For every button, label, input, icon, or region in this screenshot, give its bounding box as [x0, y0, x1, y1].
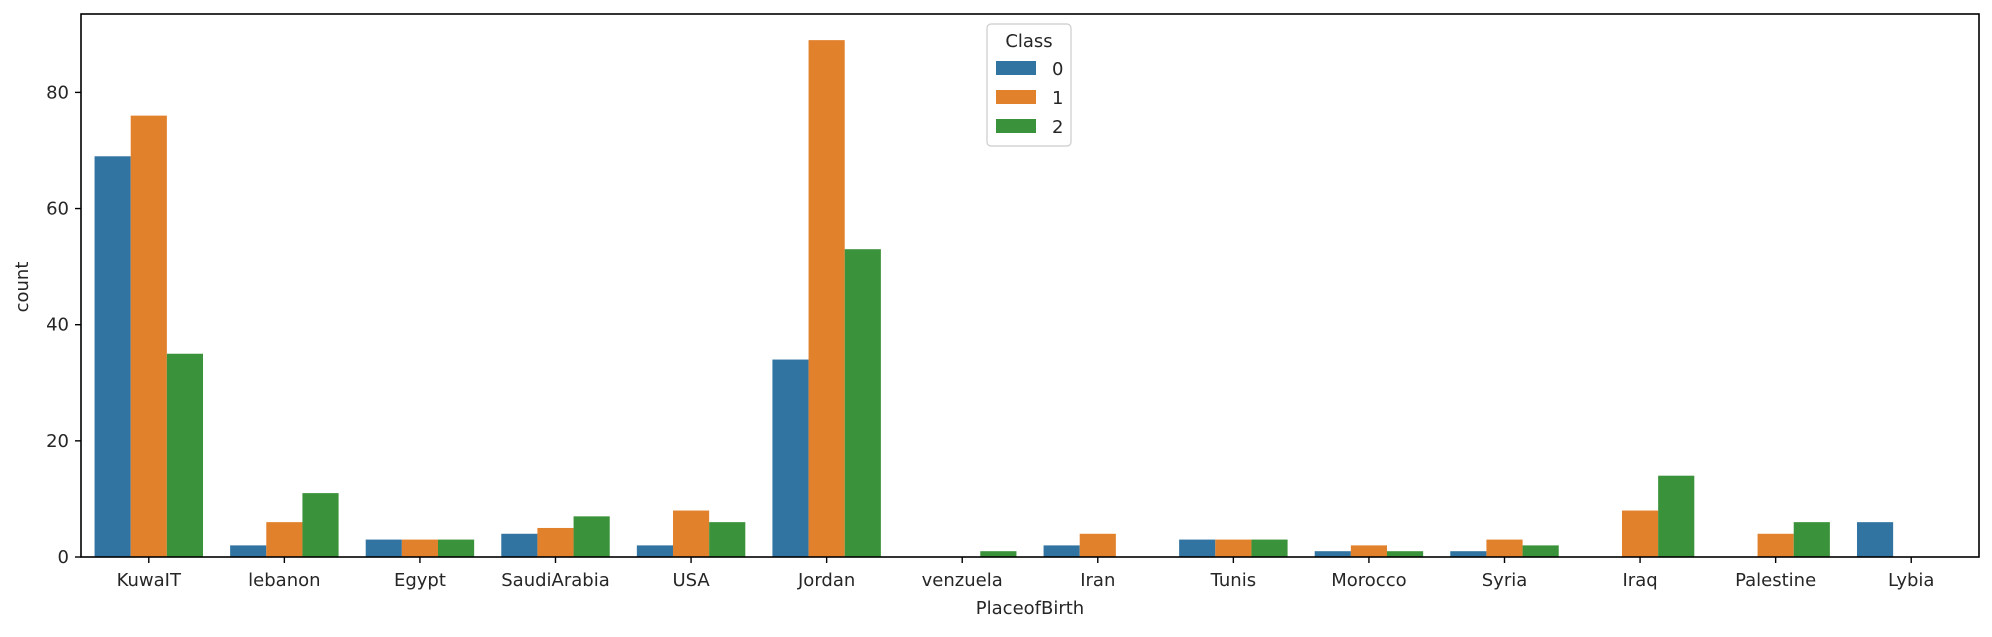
- y-axis-ticks: 0 20 40 60 80: [46, 82, 81, 568]
- bar-jordan-class-1: [808, 40, 845, 558]
- bar-saudiarabia-class-1: [537, 527, 574, 557]
- legend-label-class-2: 2: [1052, 117, 1063, 138]
- bar-usa-class-0: [636, 545, 673, 557]
- x-tick-label: Tunis: [1210, 570, 1256, 591]
- legend-label-class-1: 1: [1052, 88, 1063, 109]
- x-tick-label: Egypt: [394, 570, 446, 591]
- bar-morocco-class-1: [1350, 545, 1388, 557]
- x-tick-label: Iraq: [1622, 570, 1657, 591]
- bar-iraq-class-1: [1621, 510, 1659, 557]
- x-tick-label: KuwaIT: [117, 570, 182, 591]
- bar-tunis-class-0: [1179, 539, 1216, 557]
- bar-lebanon-class-2: [302, 493, 339, 557]
- legend-swatch-class-0: [996, 61, 1036, 75]
- legend-items: 0 1 2: [996, 59, 1063, 138]
- bar-lybia-class-0: [1856, 522, 1894, 557]
- x-tick-label: lebanon: [248, 570, 320, 591]
- x-tick-label: Morocco: [1331, 570, 1406, 591]
- bar-iran-class-0: [1043, 545, 1080, 557]
- bar-palestine-class-1: [1757, 533, 1794, 557]
- bar-kuwait-class-0: [94, 156, 131, 557]
- bar-iraq-class-2: [1658, 475, 1695, 557]
- x-tick-label: USA: [672, 570, 710, 591]
- plot-frame: [80, 13, 1980, 558]
- bar-kuwait-class-2: [166, 353, 204, 557]
- legend-label-class-0: 0: [1052, 59, 1063, 80]
- bar-usa-class-1: [672, 510, 710, 557]
- legend: Class 0 1 2: [986, 23, 1072, 147]
- bar-egypt-class-2: [438, 539, 475, 557]
- bar-jordan-class-2: [844, 249, 881, 558]
- bar-saudiarabia-class-0: [501, 533, 538, 557]
- y-tick-label: 20: [46, 431, 69, 452]
- bar-morocco-class-2: [1387, 551, 1424, 557]
- bar-tunis-class-1: [1215, 539, 1252, 557]
- legend-swatch-class-1: [996, 90, 1036, 104]
- legend-title: Class: [1005, 31, 1052, 52]
- bar-lebanon-class-1: [266, 522, 303, 557]
- y-tick-label: 60: [46, 199, 69, 220]
- bar-egypt-class-0: [365, 539, 402, 557]
- x-tick-label: venzuela: [922, 570, 1003, 591]
- x-tick-label: Iran: [1080, 570, 1115, 591]
- x-tick-label: Palestine: [1735, 570, 1816, 591]
- y-tick-label: 80: [46, 82, 69, 103]
- bars-layer: [94, 40, 1894, 558]
- bar-lebanon-class-0: [230, 545, 267, 557]
- legend-swatch-class-2: [996, 119, 1036, 133]
- x-tick-label: Syria: [1482, 570, 1528, 591]
- y-tick-label: 0: [58, 547, 69, 568]
- bar-egypt-class-1: [401, 539, 439, 557]
- bar-syria-class-0: [1450, 551, 1487, 557]
- bar-venzuela-class-2: [980, 551, 1017, 557]
- bar-syria-class-1: [1486, 539, 1523, 557]
- bar-palestine-class-2: [1793, 522, 1830, 557]
- x-axis-label: PlaceofBirth: [976, 598, 1084, 619]
- bar-syria-class-2: [1522, 545, 1559, 557]
- y-tick-label: 40: [46, 315, 69, 336]
- bar-morocco-class-0: [1314, 551, 1351, 557]
- bar-kuwait-class-1: [130, 115, 167, 558]
- x-axis-ticks: KuwaIT lebanon Egypt SaudiArabia USA Jordan ve…: [117, 557, 1935, 591]
- bar-usa-class-2: [709, 522, 746, 557]
- bar-jordan-class-0: [772, 359, 809, 557]
- bar-iran-class-1: [1079, 533, 1116, 557]
- legend-box: [986, 23, 1072, 147]
- y-axis-label: count: [12, 262, 33, 313]
- bar-tunis-class-2: [1251, 539, 1288, 557]
- bar-saudiarabia-class-2: [573, 516, 610, 557]
- x-tick-label: SaudiArabia: [501, 570, 610, 591]
- x-tick-label: Lybia: [1888, 570, 1935, 591]
- x-tick-label: Jordan: [797, 570, 855, 591]
